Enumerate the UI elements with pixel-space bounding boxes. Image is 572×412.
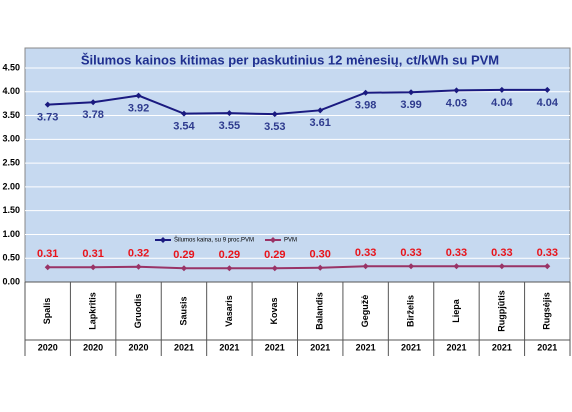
x-group-label: 2021 bbox=[265, 342, 285, 352]
point-marker bbox=[135, 263, 142, 270]
data-label: 4.04 bbox=[491, 97, 513, 109]
chart-title: Šilumos kainos kitimas per paskutinius 1… bbox=[81, 52, 499, 67]
x-tick-label: Balandis bbox=[315, 292, 325, 330]
x-group-label: 2021 bbox=[492, 342, 512, 352]
data-label: 3.98 bbox=[355, 100, 376, 112]
y-tick-label: 2.00 bbox=[2, 181, 20, 191]
x-group-label: 2021 bbox=[537, 342, 557, 352]
point-marker bbox=[498, 86, 505, 93]
point-marker bbox=[271, 265, 278, 272]
data-label: 3.55 bbox=[219, 120, 240, 132]
x-tick-label: Birželis bbox=[405, 295, 415, 327]
point-marker bbox=[498, 263, 505, 270]
point-marker bbox=[180, 110, 187, 117]
x-group-label: 2020 bbox=[38, 342, 58, 352]
data-label: 3.54 bbox=[173, 121, 195, 133]
data-label: 4.03 bbox=[446, 97, 467, 109]
x-tick-label: Liepa bbox=[451, 298, 461, 323]
point-marker bbox=[90, 264, 97, 271]
point-marker bbox=[408, 89, 415, 96]
point-marker bbox=[362, 263, 369, 270]
x-group-label: 2021 bbox=[356, 342, 376, 352]
point-marker bbox=[317, 107, 324, 114]
data-label: 3.92 bbox=[128, 102, 149, 114]
data-label: 0.33 bbox=[355, 247, 376, 259]
x-group-label: 2020 bbox=[129, 342, 149, 352]
data-label: 0.33 bbox=[446, 247, 467, 259]
point-marker bbox=[408, 263, 415, 270]
point-marker bbox=[226, 110, 233, 117]
data-label: 0.33 bbox=[537, 247, 558, 259]
x-tick-label: Gruodis bbox=[133, 294, 143, 329]
legend-marker bbox=[270, 237, 276, 243]
series-line bbox=[47, 88, 548, 116]
point-marker bbox=[135, 92, 142, 99]
y-tick-label: 1.50 bbox=[2, 205, 20, 215]
plot-background bbox=[24, 47, 571, 283]
data-label: 0.30 bbox=[309, 249, 330, 261]
point-marker bbox=[453, 263, 460, 270]
data-label: 3.78 bbox=[82, 109, 103, 121]
x-group-label: 2021 bbox=[446, 342, 466, 352]
y-tick-label: 0.50 bbox=[2, 253, 20, 263]
data-label: 3.53 bbox=[264, 121, 285, 133]
point-marker bbox=[544, 86, 551, 93]
y-tick-label: 4.00 bbox=[2, 86, 20, 96]
x-tick-label: Gegužė bbox=[360, 295, 370, 328]
x-group-label: 2021 bbox=[401, 342, 421, 352]
data-label: 0.29 bbox=[264, 249, 285, 261]
y-tick-label: 3.50 bbox=[2, 110, 20, 120]
x-tick-label: Spalis bbox=[42, 298, 52, 325]
data-label: 3.61 bbox=[309, 117, 330, 129]
data-label: 0.33 bbox=[491, 247, 512, 259]
x-group-label: 2021 bbox=[310, 342, 330, 352]
series-line bbox=[47, 265, 548, 270]
x-tick-label: Vasaris bbox=[224, 295, 234, 327]
data-label: 0.31 bbox=[82, 248, 103, 260]
legend-label: PVM bbox=[284, 238, 297, 244]
data-label: 0.29 bbox=[173, 249, 194, 261]
point-marker bbox=[362, 89, 369, 96]
point-marker bbox=[44, 101, 51, 108]
y-tick-label: 0.00 bbox=[2, 276, 20, 286]
data-label: 3.73 bbox=[37, 112, 58, 124]
legend-label: Šilumos kaina, su 9 proc.PVM bbox=[174, 237, 254, 244]
point-marker bbox=[544, 263, 551, 270]
point-marker bbox=[90, 99, 97, 106]
x-tick-label: Lapkritis bbox=[88, 292, 98, 330]
data-label: 0.29 bbox=[219, 249, 240, 261]
y-tick-label: 4.50 bbox=[2, 62, 20, 72]
point-marker bbox=[180, 265, 187, 272]
x-tick-label: Sausis bbox=[178, 296, 188, 325]
x-tick-label: Rugpjūtis bbox=[496, 290, 506, 332]
data-label: 0.33 bbox=[400, 247, 421, 259]
x-group-label: 2020 bbox=[83, 342, 103, 352]
data-label: 4.04 bbox=[537, 97, 559, 109]
y-tick-label: 2.50 bbox=[2, 157, 20, 167]
legend-marker bbox=[160, 237, 166, 243]
data-label: 3.99 bbox=[400, 99, 421, 111]
y-tick-label: 3.00 bbox=[2, 134, 20, 144]
x-group-label: 2021 bbox=[174, 342, 194, 352]
point-marker bbox=[271, 111, 278, 118]
point-marker bbox=[317, 264, 324, 271]
data-label: 0.31 bbox=[37, 248, 58, 260]
data-label: 0.32 bbox=[128, 248, 149, 260]
point-marker bbox=[453, 87, 460, 94]
x-tick-label: Kovas bbox=[269, 297, 279, 324]
x-tick-label: Rugsėjis bbox=[542, 292, 552, 330]
point-marker bbox=[44, 264, 51, 271]
x-group-label: 2021 bbox=[219, 342, 239, 352]
point-marker bbox=[226, 265, 233, 272]
y-tick-label: 1.00 bbox=[2, 229, 20, 239]
